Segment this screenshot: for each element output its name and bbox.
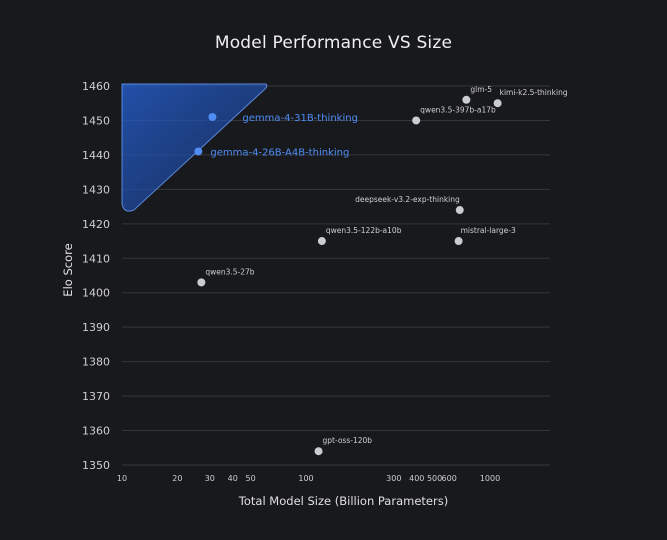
x-tick-label: 20 [172, 474, 182, 483]
y-tick-label: 1380 [82, 356, 110, 369]
y-tick-label: 1440 [82, 149, 110, 162]
data-point [194, 147, 203, 156]
x-tick-label: 400 [409, 474, 424, 483]
data-point-label: gemma-4-31B-thinking [242, 113, 358, 124]
data-point-label: mistral-large-3 [461, 226, 516, 235]
data-point [462, 95, 471, 104]
y-tick-label: 1460 [82, 80, 110, 93]
x-tick-label: 1000 [480, 474, 500, 483]
x-tick-label: 10 [117, 474, 127, 483]
y-tick-label: 1410 [82, 252, 110, 265]
data-point-label: qwen3.5-122b-a10b [326, 226, 402, 235]
data-point [208, 113, 217, 122]
data-point-label: gpt-oss-120b [323, 436, 373, 445]
x-tick-label: 40 [228, 474, 238, 483]
data-point [412, 116, 421, 125]
x-tick-label: 50 [246, 474, 256, 483]
y-tick-label: 1450 [82, 114, 110, 127]
data-point-label: glm-5 [470, 85, 492, 94]
y-tick-label: 1390 [82, 321, 110, 334]
data-point-label: deepseek-v3.2-exp-thinking [355, 195, 460, 204]
x-tick-label: 600 [442, 474, 457, 483]
y-tick-label: 1400 [82, 287, 110, 300]
y-tick-label: 1360 [82, 425, 110, 438]
y-tick-label: 1420 [82, 218, 110, 231]
data-point-label: gemma-4-26B-A4B-thinking [210, 147, 349, 158]
data-point [314, 447, 323, 456]
data-point-label: qwen3.5-27b [205, 267, 254, 276]
data-point [197, 278, 206, 287]
data-point [317, 237, 326, 246]
y-tick-label: 1350 [82, 459, 110, 472]
data-point-label: kimi-k2.5-thinking [500, 88, 568, 97]
x-tick-label: 100 [298, 474, 313, 483]
data-point-label: qwen3.5-397b-a17b [420, 105, 496, 114]
x-tick-label: 30 [205, 474, 215, 483]
chart-title: Model Performance VS Size [214, 33, 453, 53]
data-point [454, 237, 463, 246]
x-tick-label: 300 [386, 474, 401, 483]
data-point [493, 99, 502, 108]
x-axis-label: Total Model Size (Billion Parameters) [238, 494, 449, 508]
y-tick-label: 1370 [82, 390, 110, 403]
data-point [455, 206, 464, 215]
x-tick-label: 500 [427, 474, 442, 483]
y-tick-label: 1430 [82, 183, 110, 196]
